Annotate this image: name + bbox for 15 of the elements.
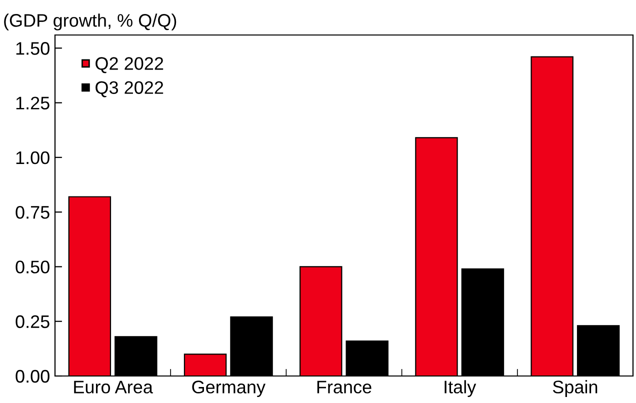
legend-label: Q3 2022: [96, 81, 164, 98]
x-tick-label: Spain: [552, 380, 598, 397]
x-tick-label: France: [317, 380, 372, 394]
x-tick-label: Euro Area: [74, 380, 153, 394]
y-tick-label: 0.50: [16, 260, 50, 274]
legend-label: Q2 2022: [96, 57, 164, 74]
y-tick-label: 1.50: [16, 42, 50, 55]
x-tick-label: Italy: [444, 380, 476, 397]
y-tick-label: 1.25: [16, 96, 50, 110]
chart-title: (GDP growth, % Q/Q): [4, 14, 176, 30]
y-tick-label: 0.00: [16, 370, 50, 383]
y-tick-label: 0.75: [16, 206, 50, 219]
x-tick-label: Germany: [192, 380, 266, 397]
y-tick-label: 1.00: [16, 151, 50, 164]
y-tick-label: 0.25: [16, 315, 50, 328]
